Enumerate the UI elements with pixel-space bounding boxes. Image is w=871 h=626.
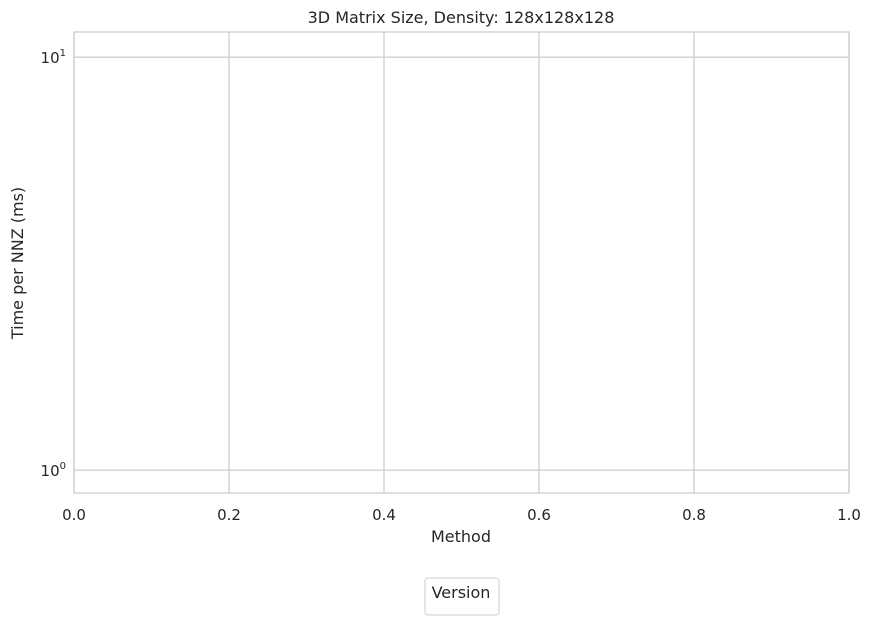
y-tick-exponent: 1 <box>60 48 66 59</box>
x-tick-label: 1.0 <box>837 506 861 524</box>
y-axis-label: Time per NNZ (ms) <box>8 187 27 340</box>
x-tick-label: 0.8 <box>682 506 706 524</box>
chart-title: 3D Matrix Size, Density: 128x128x128 <box>308 8 615 27</box>
y-tick-base: 10 <box>41 49 60 67</box>
x-tick-label: 0.0 <box>62 506 86 524</box>
y-tick-label: 101 <box>41 48 66 67</box>
y-tick-base: 10 <box>41 462 60 480</box>
x-axis-label: Method <box>431 527 491 546</box>
x-tick-labels: 0.0 0.2 0.4 0.6 0.8 1.0 <box>62 506 861 524</box>
legend-box <box>424 577 500 616</box>
legend-title: Version <box>432 583 491 602</box>
x-tick-label: 0.4 <box>372 506 396 524</box>
x-tick-label: 0.2 <box>217 506 241 524</box>
x-tick-label: 0.6 <box>527 506 551 524</box>
legend: Version <box>424 577 500 616</box>
y-tick-exponent: 0 <box>60 461 66 472</box>
plot-area-frame <box>73 31 850 494</box>
y-tick-label: 100 <box>41 461 66 480</box>
